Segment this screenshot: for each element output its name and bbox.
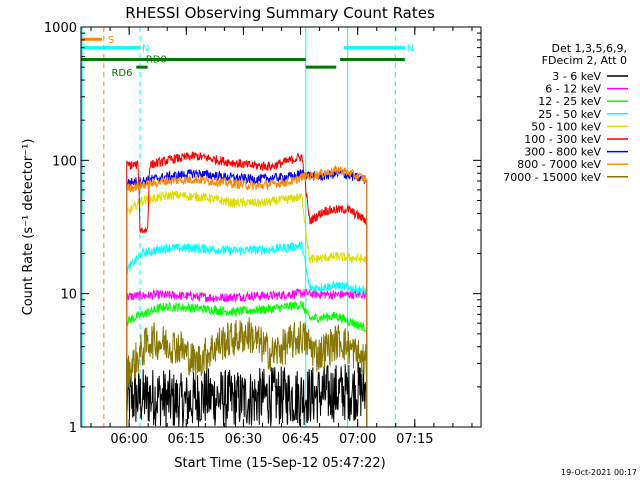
x-axis-label: Start Time (15-Sep-12 05:47:22) <box>174 456 385 471</box>
series-line <box>126 317 368 427</box>
y-tick-label: 10 <box>60 288 77 303</box>
legend-entry-label: 7000 - 15000 keV <box>503 171 601 184</box>
y-axis-label: Count Rate (s⁻¹ detector⁻¹) <box>21 139 36 316</box>
series-line <box>126 151 368 427</box>
x-tick-label: 06:30 <box>225 432 262 447</box>
legend-entry-label: 300 - 800 keV <box>524 146 601 159</box>
x-tick-label: 06:15 <box>168 432 205 447</box>
segment-bar-label: S <box>108 35 114 46</box>
x-tick-label: 06:00 <box>110 432 147 447</box>
y-axis: 1 10 100 1000 <box>44 21 481 436</box>
legend-header: FDecim 2, Att 0 <box>542 54 627 67</box>
legend-entry-label: 100 - 300 keV <box>524 133 601 146</box>
legend-entry-label: 800 - 7000 keV <box>517 158 601 171</box>
segment-bar-label: N <box>407 44 414 55</box>
segment-bar-label: RD6 <box>111 68 132 79</box>
legend-entry-label: 12 - 25 keV <box>538 95 601 108</box>
legend-entry-label: 3 - 6 keV <box>552 70 601 83</box>
series-line <box>126 301 368 427</box>
x-tick-label: 06:45 <box>282 432 319 447</box>
series-line <box>126 241 368 427</box>
series-line <box>126 190 368 427</box>
x-axis: 06:00 06:15 06:30 06:45 07:00 07:15 <box>90 27 473 447</box>
x-tick-label: 07:15 <box>396 432 433 447</box>
segment-bar-label: N <box>142 44 149 55</box>
legend: Det 1,3,5,6,9,FDecim 2, Att 0 3 - 6 keV6 … <box>503 42 628 184</box>
y-tick-label: 100 <box>52 154 77 169</box>
data-series <box>126 151 368 428</box>
series-line <box>126 164 368 427</box>
x-tick-label: 07:00 <box>339 432 376 447</box>
legend-entry-label: 50 - 100 keV <box>531 120 601 133</box>
legend-entry-label: 25 - 50 keV <box>538 108 601 121</box>
legend-entry-label: 6 - 12 keV <box>545 83 601 96</box>
series-line <box>126 288 368 427</box>
series-line <box>126 361 368 428</box>
y-tick-label: 1000 <box>44 21 77 36</box>
footer-timestamp: 19-Oct-2021 00:17 <box>561 468 637 477</box>
legend-header: Det 1,3,5,6,9, <box>551 42 627 55</box>
y-tick-label: 1 <box>69 421 77 436</box>
chart-title: RHESSI Observing Summary Count Rates <box>125 4 435 22</box>
segment-bar-label: RD0 <box>146 55 167 66</box>
